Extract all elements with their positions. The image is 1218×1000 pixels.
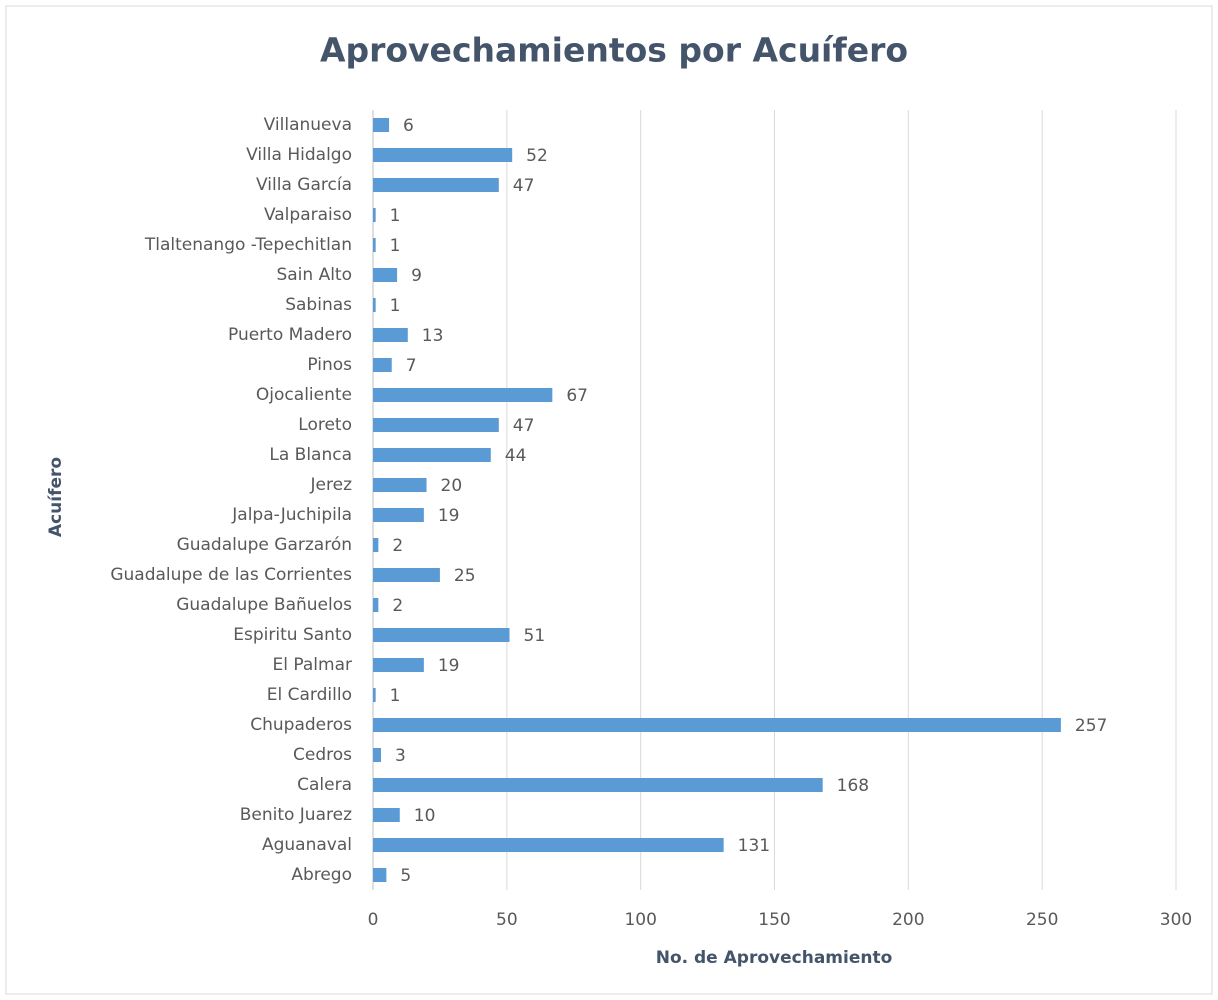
chart-frame — [5, 5, 1213, 995]
y-tick-label: Sabinas — [285, 295, 352, 315]
y-tick-label: Loreto — [298, 415, 352, 435]
data-label: 67 — [566, 386, 588, 406]
data-label: 168 — [837, 776, 869, 796]
data-label: 6 — [403, 116, 414, 136]
x-tick-label: 100 — [624, 910, 656, 930]
bar — [373, 478, 427, 492]
data-label: 44 — [505, 446, 527, 466]
bar — [373, 388, 553, 402]
bar — [373, 838, 724, 852]
y-tick-label: Villanueva — [264, 115, 352, 135]
data-label: 1 — [390, 296, 401, 316]
x-tick-label: 0 — [368, 910, 379, 930]
data-label: 1 — [390, 206, 401, 226]
y-tick-label: Jalpa-Juchipila — [231, 505, 352, 525]
y-tick-label: Sain Alto — [276, 265, 352, 285]
y-tick-label: Calera — [297, 775, 352, 795]
x-tick-label: 300 — [1160, 910, 1192, 930]
x-tick-label: 200 — [892, 910, 924, 930]
data-label: 10 — [414, 806, 436, 826]
data-label: 13 — [422, 326, 444, 346]
bar — [373, 448, 491, 462]
y-tick-label: Guadalupe Garzarón — [177, 535, 352, 555]
data-label: 47 — [513, 176, 535, 196]
y-tick-label: Abrego — [291, 865, 352, 885]
bar — [373, 808, 400, 822]
bar — [373, 178, 499, 192]
y-tick-label: Guadalupe de las Corrientes — [110, 565, 352, 585]
bar — [373, 358, 392, 372]
y-axis-title: Acuífero — [46, 457, 66, 537]
bar — [373, 628, 510, 642]
y-tick-label: El Cardillo — [267, 685, 352, 705]
bar — [373, 118, 390, 132]
data-label: 7 — [406, 356, 417, 376]
x-axis-title: No. de Aprovechamiento — [656, 948, 893, 968]
data-label: 1 — [390, 236, 401, 256]
bar — [373, 688, 376, 702]
data-label: 19 — [438, 506, 460, 526]
data-label: 2 — [392, 536, 403, 556]
data-label: 2 — [392, 596, 403, 616]
bar — [373, 148, 513, 162]
y-tick-label: Villa García — [256, 175, 352, 195]
y-tick-label: Espiritu Santo — [233, 625, 352, 645]
data-label: 5 — [400, 866, 411, 886]
y-tick-label: Benito Juarez — [240, 805, 352, 825]
bar — [373, 718, 1061, 732]
y-tick-label: Chupaderos — [250, 715, 352, 735]
bar — [373, 658, 424, 672]
data-label: 47 — [513, 416, 535, 436]
data-label: 20 — [441, 476, 463, 496]
bar — [373, 538, 379, 552]
y-tick-label: Pinos — [307, 355, 352, 375]
data-label: 52 — [526, 146, 548, 166]
y-tick-label: Guadalupe Bañuelos — [176, 595, 352, 615]
y-tick-label: Ojocaliente — [256, 385, 352, 405]
bar — [373, 508, 424, 522]
x-tick-label: 50 — [496, 910, 518, 930]
y-tick-label: El Palmar — [273, 655, 352, 675]
x-tick-label: 150 — [758, 910, 790, 930]
bar — [373, 328, 408, 342]
bar — [373, 778, 823, 792]
y-tick-label: La Blanca — [269, 445, 352, 465]
y-tick-label: Tlaltenango -Tepechitlan — [144, 235, 352, 255]
chart-title: Aprovechamientos por Acuífero — [320, 31, 908, 70]
bar — [373, 208, 376, 222]
data-label: 25 — [454, 566, 476, 586]
data-label: 51 — [524, 626, 546, 646]
bar — [373, 418, 499, 432]
bar — [373, 748, 382, 762]
data-label: 19 — [438, 656, 460, 676]
y-tick-label: Puerto Madero — [228, 325, 352, 345]
bar — [373, 568, 440, 582]
data-label: 9 — [411, 266, 422, 286]
bar — [373, 298, 376, 312]
y-tick-label: Aguanaval — [262, 835, 352, 855]
y-tick-label: Villa Hidalgo — [246, 145, 352, 165]
data-label: 131 — [738, 836, 770, 856]
data-label: 257 — [1075, 716, 1107, 736]
data-label: 1 — [390, 686, 401, 706]
y-tick-label: Valparaiso — [264, 205, 352, 225]
data-label: 3 — [395, 746, 406, 766]
y-tick-label: Jerez — [310, 475, 353, 495]
bar — [373, 868, 387, 882]
bar — [373, 268, 398, 282]
bar — [373, 598, 379, 612]
bar — [373, 238, 376, 252]
x-tick-label: 250 — [1026, 910, 1058, 930]
y-tick-label: Cedros — [293, 745, 352, 765]
